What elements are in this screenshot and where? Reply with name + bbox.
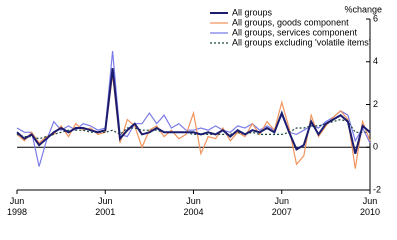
x-tick-label: Jun 2010 [360,196,380,217]
chart: %change -2 0 2 4 6 Jun 1998 Jun 2001 Jun 2004 Jun 20… [7,4,382,217]
legend-label: All groups, goods component [232,17,349,27]
series-line [16,74,371,169]
x-tick-label: Jun 2004 [183,196,203,217]
y-tick-label: 2 [373,99,378,109]
x-tick-label: Jun 2001 [95,196,115,217]
legend-label: All groups, services component [232,27,358,37]
y-tick-label: -2 [373,184,381,194]
y-tick-label: 4 [373,56,378,66]
series-line [16,118,370,140]
x-tick-label: Jun 2007 [272,196,292,217]
series-line [16,51,371,167]
series-line [16,68,371,154]
x-tick-label: Jun 1998 [7,196,27,217]
y-tick-label: 6 [373,13,378,23]
legend-label: All groups excluding 'volatile items' [232,37,371,47]
y-axis-label: %change [344,4,382,14]
legend-label: All groups [232,7,273,17]
y-tick-label: 0 [373,142,378,152]
